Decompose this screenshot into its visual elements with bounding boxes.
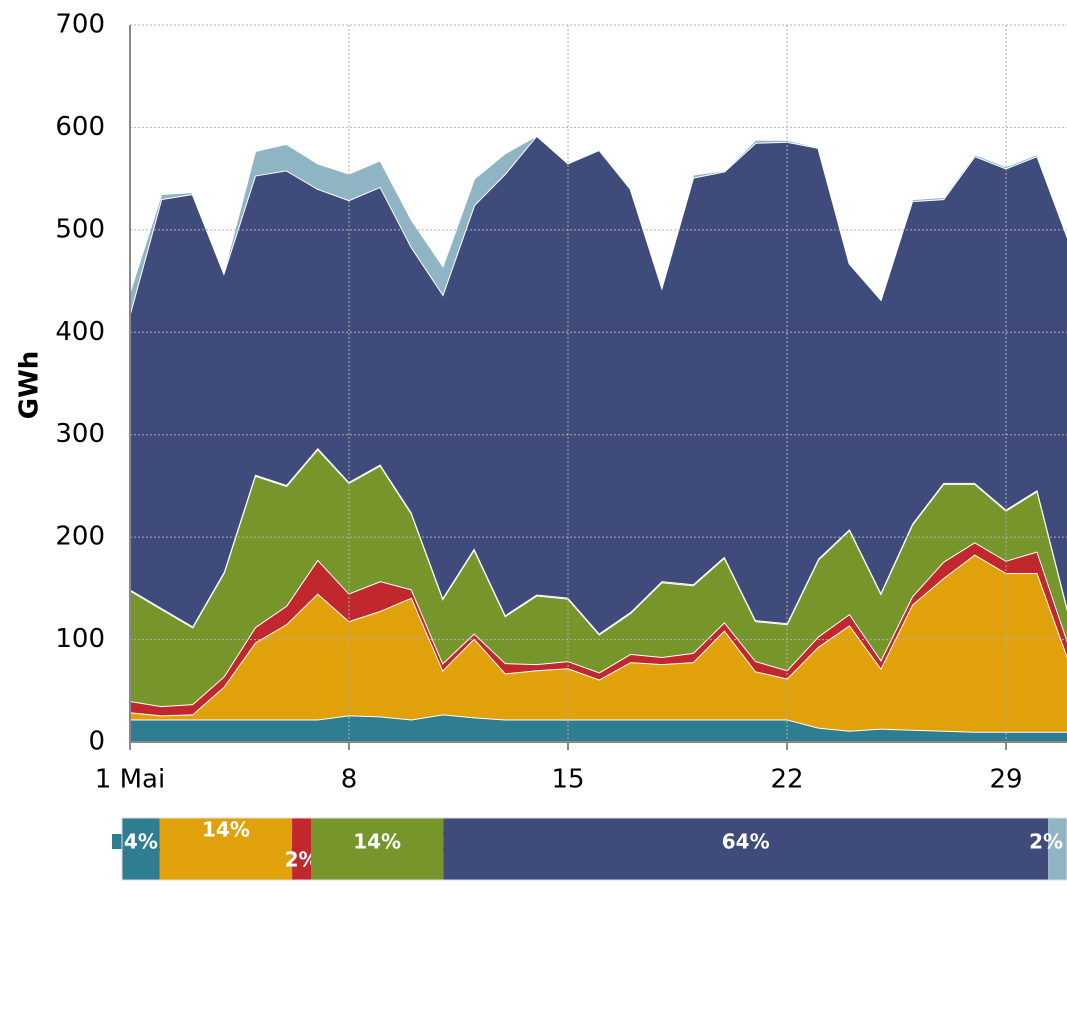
share-label: 14% xyxy=(202,818,250,842)
share-frame xyxy=(121,817,1067,881)
share-label: 2% xyxy=(1029,830,1063,854)
x-tick-label: 22 xyxy=(770,765,803,795)
y-axis-label: GWh xyxy=(15,351,45,420)
y-tick-label: 700 xyxy=(55,10,105,40)
share-segment xyxy=(292,818,311,880)
x-tick-label: 15 xyxy=(551,765,584,795)
x-tick-label: 8 xyxy=(341,765,358,795)
share-label: 64% xyxy=(722,830,770,854)
y-tick-label: 500 xyxy=(55,214,105,244)
y-tick-label: 300 xyxy=(55,419,105,449)
y-tick-label: 0 xyxy=(88,727,105,757)
share-segment xyxy=(122,818,160,880)
area xyxy=(130,135,1067,314)
share-segment xyxy=(1048,818,1067,880)
area xyxy=(130,554,1067,732)
share-label: 14% xyxy=(353,830,401,854)
share-segment xyxy=(159,818,293,880)
area-edge xyxy=(129,134,1067,301)
share-label: 4% xyxy=(124,830,158,854)
y-tick-label: 100 xyxy=(55,624,105,654)
area xyxy=(130,449,1067,707)
y-tick-label: 200 xyxy=(55,522,105,552)
area xyxy=(130,714,1067,742)
share-segment xyxy=(443,818,1049,880)
y-tick-label: 600 xyxy=(55,112,105,142)
x-tick-label: 1 Mai xyxy=(95,765,165,795)
share-segment xyxy=(311,818,444,880)
area-edge xyxy=(130,713,1067,733)
y-tick-label: 400 xyxy=(55,317,105,347)
x-tick-label: 29 xyxy=(989,765,1022,795)
area xyxy=(130,135,1067,634)
